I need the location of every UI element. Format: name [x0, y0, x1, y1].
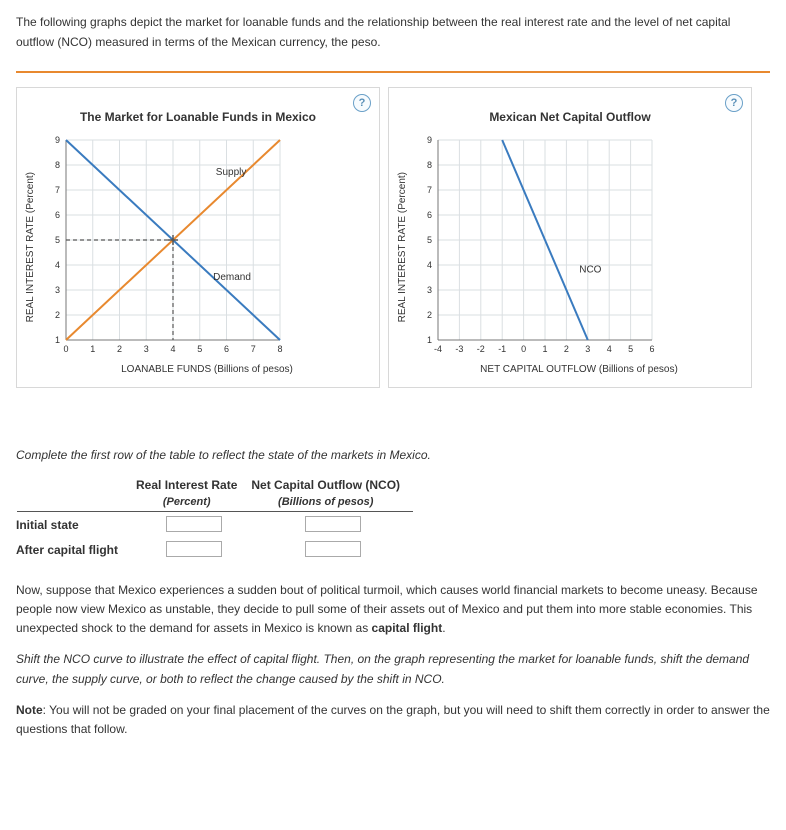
col2-header: Net Capital Outflow (NCO) [251, 476, 414, 494]
svg-text:2: 2 [427, 310, 432, 320]
svg-text:5: 5 [55, 235, 60, 245]
svg-text:2: 2 [55, 310, 60, 320]
chart2-plot[interactable]: -4 -3 -2 -1 0 1 2 3 4 5 6 1 2 3 4 5 6 7 8 9 NCO [410, 132, 660, 362]
svg-text:8: 8 [277, 344, 282, 354]
svg-text:3: 3 [585, 344, 590, 354]
svg-text:9: 9 [55, 135, 60, 145]
divider-top [16, 71, 770, 73]
svg-text:3: 3 [144, 344, 149, 354]
svg-text:6: 6 [55, 210, 60, 220]
svg-text:-2: -2 [477, 344, 485, 354]
svg-text:-3: -3 [455, 344, 463, 354]
svg-text:1: 1 [55, 335, 60, 345]
svg-text:-4: -4 [434, 344, 442, 354]
svg-text:7: 7 [55, 185, 60, 195]
charts-row: ? The Market for Loanable Funds in Mexic… [16, 87, 770, 388]
svg-text:1: 1 [427, 335, 432, 345]
para-shift-instruction: Shift the NCO curve to illustrate the ef… [16, 650, 770, 688]
svg-text:7: 7 [427, 185, 432, 195]
svg-text:6: 6 [224, 344, 229, 354]
svg-text:4: 4 [607, 344, 612, 354]
chart1-xlabel: LOANABLE FUNDS (Billions of pesos) [23, 364, 373, 375]
svg-text:2: 2 [117, 344, 122, 354]
initial-rate-input[interactable] [166, 516, 222, 532]
svg-text:4: 4 [427, 260, 432, 270]
svg-text:1: 1 [542, 344, 547, 354]
svg-text:Supply: Supply [216, 167, 247, 178]
col1-header: Real Interest Rate [136, 476, 251, 494]
svg-text:7: 7 [251, 344, 256, 354]
svg-text:NCO: NCO [579, 264, 601, 275]
svg-text:6: 6 [427, 210, 432, 220]
svg-text:5: 5 [197, 344, 202, 354]
svg-text:0: 0 [63, 344, 68, 354]
svg-text:5: 5 [628, 344, 633, 354]
para-capital-flight: Now, suppose that Mexico experiences a s… [16, 581, 770, 639]
svg-text:3: 3 [427, 285, 432, 295]
chart2-ylabel: REAL INTEREST RATE (Percent) [395, 172, 410, 322]
svg-text:0: 0 [521, 344, 526, 354]
chart2-title: Mexican Net Capital Outflow [395, 110, 745, 124]
svg-text:4: 4 [55, 260, 60, 270]
row2-label: After capital flight [16, 538, 136, 563]
after-rate-input[interactable] [166, 541, 222, 557]
svg-text:8: 8 [55, 160, 60, 170]
chart2-xlabel: NET CAPITAL OUTFLOW (Billions of pesos) [395, 364, 745, 375]
col2-sub: (Billions of pesos) [251, 494, 414, 510]
answer-table: Real Interest Rate Net Capital Outflow (… [16, 476, 414, 563]
chart1-plot[interactable]: 012345678123456789SupplyDemand [38, 132, 288, 362]
svg-text:4: 4 [170, 344, 175, 354]
svg-text:5: 5 [427, 235, 432, 245]
row1-label: Initial state [16, 513, 136, 538]
para1-c: . [442, 621, 445, 635]
initial-nco-input[interactable] [305, 516, 361, 532]
after-nco-input[interactable] [305, 541, 361, 557]
chart1-ylabel: REAL INTEREST RATE (Percent) [23, 172, 38, 322]
para-note: Note: You will not be graded on your fin… [16, 701, 770, 739]
svg-text:-1: -1 [498, 344, 506, 354]
note-label: Note [16, 703, 43, 717]
chart1-box: ? The Market for Loanable Funds in Mexic… [16, 87, 380, 388]
svg-text:9: 9 [427, 135, 432, 145]
svg-text:3: 3 [55, 285, 60, 295]
help-icon[interactable]: ? [353, 94, 371, 112]
note-text: : You will not be graded on your final p… [16, 703, 770, 736]
svg-text:2: 2 [564, 344, 569, 354]
task-instruction: Complete the first row of the table to r… [16, 448, 770, 462]
help-icon[interactable]: ? [725, 94, 743, 112]
svg-text:1: 1 [90, 344, 95, 354]
svg-text:6: 6 [649, 344, 654, 354]
chart1-title: The Market for Loanable Funds in Mexico [23, 110, 373, 124]
intro-text: The following graphs depict the market f… [16, 12, 770, 53]
svg-text:8: 8 [427, 160, 432, 170]
col1-sub: (Percent) [136, 494, 251, 510]
chart2-box: ? Mexican Net Capital Outflow REAL INTER… [388, 87, 752, 388]
para1-b: capital flight [372, 621, 443, 635]
svg-text:Demand: Demand [213, 272, 251, 283]
